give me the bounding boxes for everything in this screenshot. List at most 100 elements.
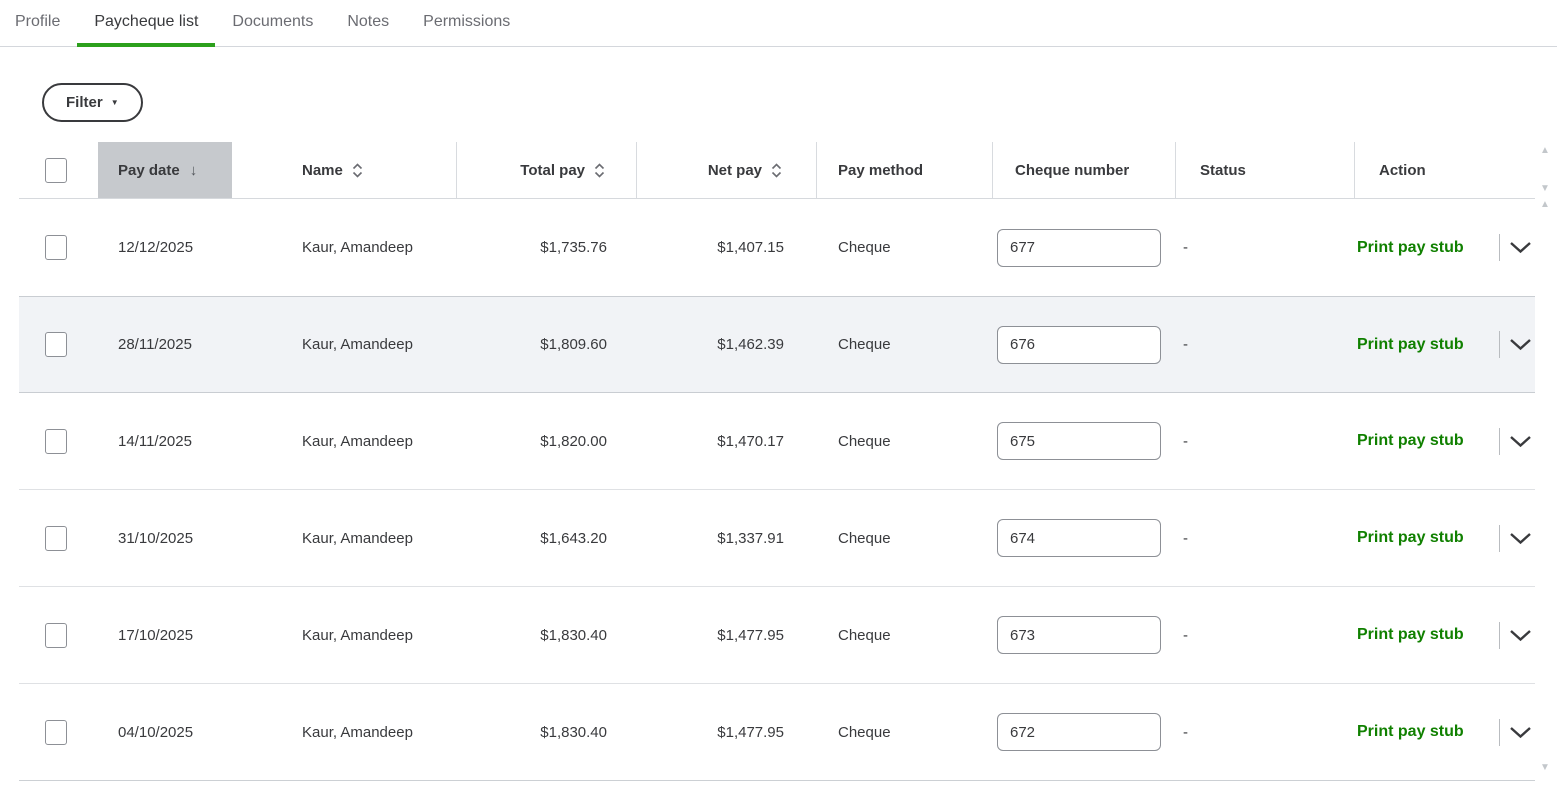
table-row: 17/10/2025 Kaur, Amandeep $1,830.40 $1,4… — [19, 587, 1535, 684]
action-divider — [1499, 621, 1500, 649]
column-header-status: Status — [1176, 142, 1355, 198]
chevron-down-icon[interactable] — [1509, 338, 1532, 351]
pay-method-header-label: Pay method — [838, 161, 924, 179]
filter-area: Filter ▼ — [42, 83, 1557, 122]
column-header-pay-method: Pay method — [817, 142, 993, 198]
filter-button[interactable]: Filter ▼ — [42, 83, 143, 122]
scroll-up-icon[interactable]: ▲ — [1540, 145, 1550, 156]
pay-method-cell: Cheque — [838, 239, 891, 256]
status-cell: - — [1183, 529, 1188, 547]
net-pay-cell: $1,470.17 — [717, 432, 784, 450]
status-cell: - — [1183, 432, 1188, 450]
total-pay-header-label: Total pay — [520, 161, 585, 179]
status-cell: - — [1183, 336, 1188, 353]
tab-profile[interactable]: Profile — [15, 12, 61, 30]
cheque-number-input[interactable] — [997, 325, 1161, 364]
total-pay-cell: $1,735.76 — [540, 239, 607, 256]
print-pay-stub-link[interactable]: Print pay stub — [1357, 626, 1464, 643]
name-header-label: Name — [302, 161, 343, 179]
pay-date-cell: 04/10/2025 — [118, 723, 194, 741]
print-pay-stub-link[interactable]: Print pay stub — [1357, 432, 1464, 449]
chevron-down-icon[interactable] — [1509, 241, 1532, 254]
tab-permissions[interactable]: Permissions — [423, 12, 511, 30]
sort-toggle-icon — [770, 162, 783, 179]
print-pay-stub-link[interactable]: Print pay stub — [1357, 238, 1464, 256]
net-pay-header-label: Net pay — [707, 161, 762, 179]
total-pay-cell: $1,643.20 — [540, 529, 607, 547]
action-divider — [1499, 331, 1500, 358]
row-checkbox[interactable] — [45, 332, 67, 357]
scroll-up-icon[interactable]: ▲ — [1540, 199, 1550, 210]
row-checkbox[interactable] — [45, 622, 67, 648]
header-select-cell — [19, 142, 98, 198]
action-divider — [1499, 234, 1500, 261]
cheque-number-input[interactable] — [997, 616, 1161, 654]
action-divider — [1499, 524, 1500, 552]
pay-method-cell: Cheque — [838, 529, 891, 547]
pay-method-cell: Cheque — [838, 626, 891, 644]
net-pay-cell: $1,462.39 — [717, 336, 784, 353]
net-pay-cell: $1,477.95 — [717, 626, 784, 644]
print-pay-stub-link[interactable]: Print pay stub — [1357, 529, 1464, 546]
sort-descending-icon: ↓ — [189, 161, 198, 179]
row-checkbox[interactable] — [45, 719, 67, 745]
column-header-pay-date[interactable]: Pay date ↓ — [98, 142, 232, 198]
pay-method-cell: Cheque — [838, 432, 891, 450]
cheque-number-input[interactable] — [997, 519, 1161, 557]
print-pay-stub-link[interactable]: Print pay stub — [1357, 723, 1464, 740]
status-cell: - — [1183, 239, 1188, 256]
column-header-name[interactable]: Name — [232, 142, 457, 198]
net-pay-cell: $1,337.91 — [717, 529, 784, 547]
tab-bar: Profile Paycheque list Documents Notes P… — [0, 0, 1557, 47]
cheque-number-header-label: Cheque number — [1015, 161, 1130, 179]
paycheque-table: Pay date ↓ Name Total pay Net pay Pay me… — [19, 142, 1535, 781]
cheque-number-input[interactable] — [997, 422, 1161, 460]
chevron-down-icon[interactable] — [1509, 726, 1532, 739]
column-header-total-pay[interactable]: Total pay — [457, 142, 637, 198]
total-pay-cell: $1,830.40 — [540, 723, 607, 741]
sort-toggle-icon — [351, 162, 364, 179]
column-header-net-pay[interactable]: Net pay — [637, 142, 817, 198]
net-pay-cell: $1,407.15 — [717, 239, 784, 256]
row-checkbox[interactable] — [45, 235, 67, 260]
pay-date-cell: 12/12/2025 — [118, 239, 194, 256]
caret-down-icon: ▼ — [110, 98, 119, 107]
filter-button-label: Filter — [66, 94, 103, 111]
pay-date-header-label: Pay date — [118, 161, 180, 179]
name-cell: Kaur, Amandeep — [302, 626, 413, 644]
cheque-number-input[interactable] — [997, 713, 1161, 751]
row-checkbox[interactable] — [45, 525, 67, 551]
total-pay-cell: $1,809.60 — [540, 336, 607, 353]
status-header-label: Status — [1200, 161, 1246, 179]
column-header-cheque-number: Cheque number — [993, 142, 1176, 198]
action-divider — [1499, 718, 1500, 746]
status-cell: - — [1183, 723, 1188, 741]
chevron-down-icon[interactable] — [1509, 435, 1532, 448]
name-cell: Kaur, Amandeep — [302, 529, 413, 547]
table-row: 14/11/2025 Kaur, Amandeep $1,820.00 $1,4… — [19, 393, 1535, 490]
scroll-down-icon[interactable]: ▼ — [1540, 762, 1550, 773]
chevron-down-icon[interactable] — [1509, 629, 1532, 642]
tab-notes[interactable]: Notes — [347, 12, 390, 30]
table-header-row: Pay date ↓ Name Total pay Net pay Pay me… — [19, 142, 1535, 199]
sort-toggle-icon — [593, 162, 606, 179]
name-cell: Kaur, Amandeep — [302, 336, 413, 353]
net-pay-cell: $1,477.95 — [717, 723, 784, 741]
scroll-down-icon[interactable]: ▼ — [1540, 183, 1550, 194]
action-header-label: Action — [1379, 161, 1426, 179]
chevron-down-icon[interactable] — [1509, 532, 1532, 545]
name-cell: Kaur, Amandeep — [302, 723, 413, 741]
pay-method-cell: Cheque — [838, 336, 891, 353]
action-divider — [1499, 427, 1500, 455]
total-pay-cell: $1,830.40 — [540, 626, 607, 644]
cheque-number-input[interactable] — [997, 228, 1161, 267]
pay-date-cell: 17/10/2025 — [118, 626, 194, 644]
row-checkbox[interactable] — [45, 428, 67, 454]
table-row: 12/12/2025 Kaur, Amandeep $1,735.76 $1,4… — [19, 199, 1535, 296]
print-pay-stub-link[interactable]: Print pay stub — [1357, 335, 1464, 353]
pay-method-cell: Cheque — [838, 723, 891, 741]
pay-date-cell: 28/11/2025 — [118, 336, 192, 353]
tab-paycheque-list[interactable]: Paycheque list — [77, 0, 216, 47]
select-all-checkbox[interactable] — [45, 157, 67, 183]
tab-documents[interactable]: Documents — [232, 12, 314, 30]
